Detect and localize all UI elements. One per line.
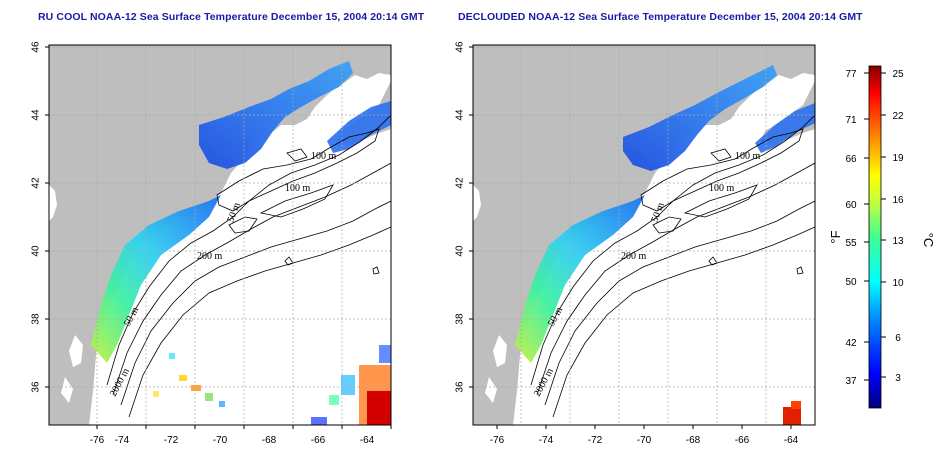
celsius-tick-label: 6	[895, 333, 901, 344]
celsius-tick-label: 13	[892, 236, 904, 247]
fahrenheit-tick-label: 60	[845, 200, 857, 211]
sst-coastal-band	[515, 195, 645, 363]
fahrenheit-tick-label: 42	[845, 338, 857, 349]
celsius-tick-label: 22	[892, 111, 904, 122]
lon-axis-declouded: -76 -74 -72 -70 -68 -66 -64	[490, 425, 799, 446]
colorbar: 77 71 66 60 55 50 42 37 25 22 19 16 13 1…	[828, 65, 936, 409]
lat-tick-label: 42	[455, 177, 466, 189]
fahrenheit-tick-label: 50	[845, 277, 857, 288]
lat-tick-label: 44	[455, 109, 466, 121]
lon-tick-label: -66	[735, 435, 750, 446]
celsius-tick-label: 10	[892, 278, 904, 289]
lon-tick-label: -76	[90, 435, 105, 446]
contour-label-200m: 200 m	[621, 251, 647, 262]
contour-label-100m-a: 100 m	[311, 151, 337, 162]
lon-tick-label: -68	[262, 435, 277, 446]
lon-tick-label: -76	[490, 435, 505, 446]
colorbar-unit-celsius: °C	[921, 233, 936, 248]
lat-axis-declouded: 46 44 42 40 38 36	[455, 41, 473, 393]
colorbar-celsius-ticks: 25 22 19 16 13 10 6 3	[892, 69, 904, 384]
lat-tick-label: 46	[31, 41, 42, 53]
celsius-tick-label: 19	[892, 153, 904, 164]
fahrenheit-tick-label: 77	[845, 69, 857, 80]
lat-tick-label: 40	[31, 245, 42, 257]
fahrenheit-tick-label: 71	[845, 115, 857, 126]
lat-tick-label: 46	[455, 41, 466, 53]
fahrenheit-tick-label: 37	[845, 376, 857, 387]
lon-tick-label: -64	[360, 435, 375, 446]
lon-tick-label: -70	[637, 435, 652, 446]
map-title-raw: RU COOL NOAA-12 Sea Surface Temperature …	[38, 11, 425, 23]
lon-tick-label: -72	[164, 435, 179, 446]
lat-tick-label: 36	[455, 381, 466, 393]
fahrenheit-tick-label: 66	[845, 154, 857, 165]
lat-tick-label: 36	[31, 381, 42, 393]
lon-tick-label: -66	[311, 435, 326, 446]
lon-tick-label: -64	[784, 435, 799, 446]
sst-gulf-of-maine	[623, 65, 777, 171]
map-title-declouded: DECLOUDED NOAA-12 Sea Surface Temperatur…	[458, 11, 863, 23]
lon-tick-label: -74	[539, 435, 554, 446]
colorbar-unit-fahrenheit: °F	[828, 230, 843, 243]
sst-gulf-of-maine	[199, 61, 353, 169]
sst-gulf-stream-fragment	[783, 401, 801, 425]
sst-scotian-shelf	[755, 103, 815, 153]
map-panel-declouded: 100 m 100 m 50 m 200 m 50 m 2000 m	[472, 44, 816, 426]
lat-tick-label: 38	[31, 313, 42, 325]
lat-tick-label: 40	[455, 245, 466, 257]
lat-tick-label: 44	[31, 109, 42, 121]
celsius-tick-label: 16	[892, 195, 904, 206]
lat-tick-label: 42	[31, 177, 42, 189]
celsius-tick-label: 3	[895, 373, 901, 384]
contour-label-100m-b: 100 m	[285, 183, 311, 194]
lon-tick-label: -70	[213, 435, 228, 446]
lon-tick-label: -74	[115, 435, 130, 446]
colorbar-gradient	[868, 65, 882, 409]
celsius-tick-label: 25	[892, 69, 904, 80]
lat-tick-label: 38	[455, 313, 466, 325]
colorbar-fahrenheit-ticks: 77 71 66 60 55 50 42 37	[845, 69, 857, 387]
contour-label-100m-a: 100 m	[735, 151, 761, 162]
lon-axis-raw: -76 -74 -72 -70 -68 -66 -64	[90, 425, 392, 446]
contour-label-100m-b: 100 m	[709, 183, 735, 194]
fahrenheit-tick-label: 55	[845, 238, 857, 249]
sst-cloud-speckle	[153, 345, 391, 425]
sst-coastal-band	[91, 195, 221, 363]
lon-tick-label: -68	[686, 435, 701, 446]
lat-axis-raw: 46 44 42 40 38 36	[31, 41, 49, 393]
lon-tick-label: -72	[588, 435, 603, 446]
map-panel-raw: 100 m 100 m 50 m 200 m 50 m 2000 m	[48, 44, 392, 426]
contour-label-200m: 200 m	[197, 251, 223, 262]
